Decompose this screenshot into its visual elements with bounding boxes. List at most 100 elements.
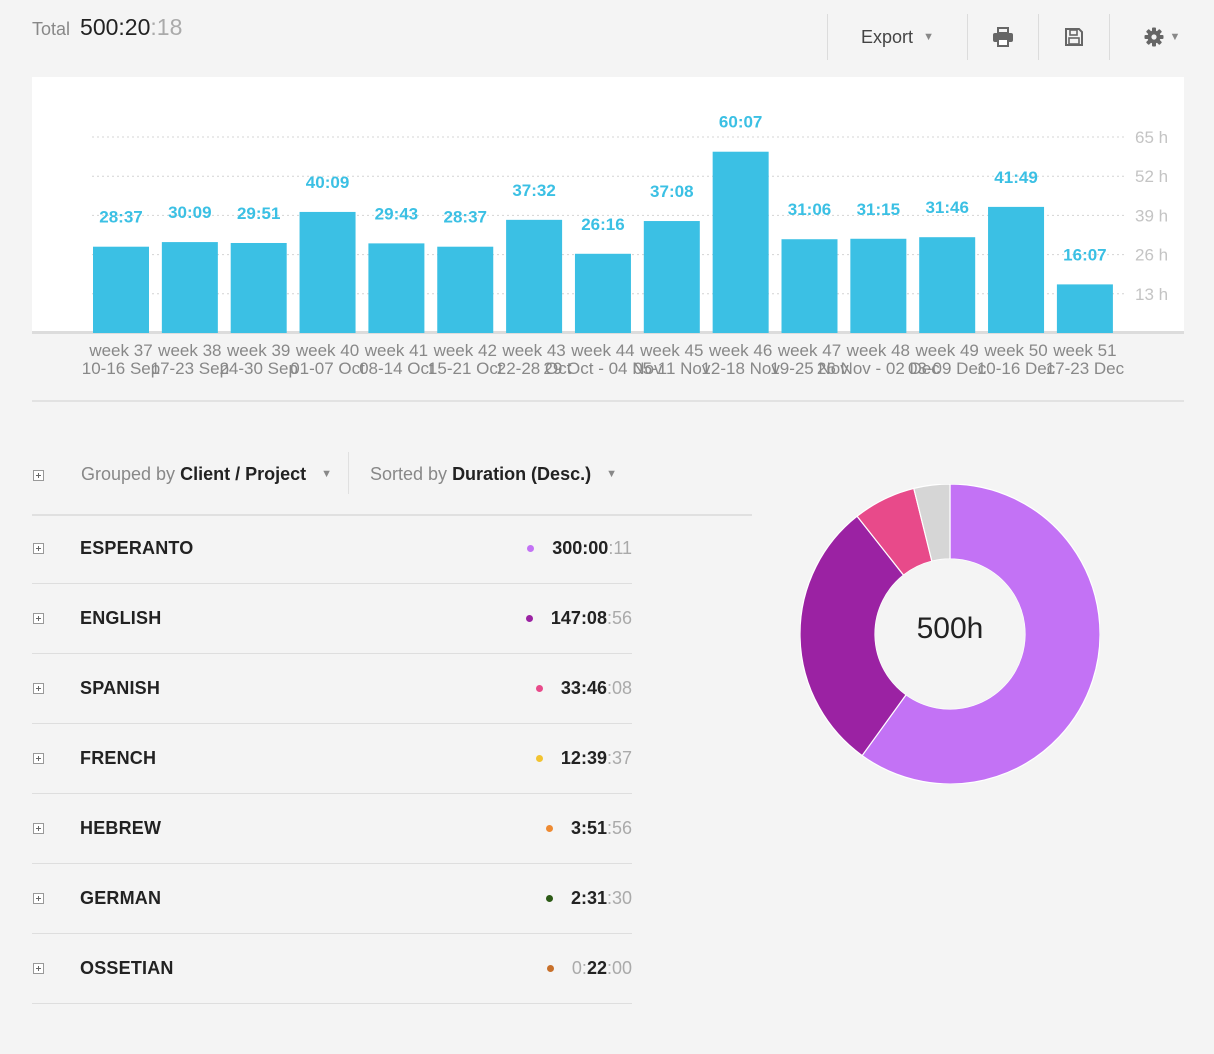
x-tick-sublabel: 08-14 Oct bbox=[359, 359, 434, 378]
toolbar-divider bbox=[967, 14, 968, 60]
bar[interactable] bbox=[299, 211, 356, 333]
duration-main: 300:00 bbox=[552, 538, 609, 558]
x-tick-sublabel: 24-30 Sep bbox=[219, 359, 297, 378]
expand-icon[interactable] bbox=[33, 613, 44, 624]
chevron-down-icon: ▼ bbox=[321, 468, 333, 480]
x-tick-label: week 43 bbox=[501, 341, 565, 360]
x-tick-sublabel: 17-23 Sep bbox=[151, 359, 229, 378]
x-tick-label: week 39 bbox=[226, 341, 290, 360]
x-tick-label: week 41 bbox=[364, 341, 428, 360]
bar[interactable] bbox=[437, 246, 494, 333]
bar[interactable] bbox=[919, 237, 976, 333]
list-item-french[interactable]: FRENCH 12:39:37 bbox=[32, 724, 632, 794]
bar[interactable] bbox=[230, 242, 287, 333]
expand-all-icon[interactable] bbox=[33, 470, 44, 481]
project-color-dot bbox=[535, 755, 543, 762]
donut-center-label: 500h bbox=[916, 612, 984, 645]
duration-seconds: :08 bbox=[606, 678, 632, 698]
project-duration: 2:31:30 bbox=[545, 888, 632, 909]
list-item-german[interactable]: GERMAN 2:31:30 bbox=[32, 864, 632, 934]
bar-value-label: 28:37 bbox=[99, 208, 142, 227]
expand-icon[interactable] bbox=[33, 683, 44, 694]
bar[interactable] bbox=[988, 206, 1045, 333]
y-tick-label: 26 h bbox=[1135, 246, 1168, 265]
print-icon bbox=[993, 27, 1013, 47]
bar[interactable] bbox=[781, 239, 838, 333]
group-by-prefix: Grouped by bbox=[81, 464, 176, 484]
x-tick-sublabel: 15-21 Oct bbox=[428, 359, 503, 378]
bar[interactable] bbox=[506, 219, 563, 333]
x-tick-label: week 38 bbox=[157, 341, 221, 360]
expand-icon[interactable] bbox=[33, 823, 44, 834]
save-button[interactable] bbox=[1039, 14, 1109, 60]
x-tick-label: week 48 bbox=[846, 341, 910, 360]
x-tick-label: week 50 bbox=[983, 341, 1047, 360]
donut-hole bbox=[875, 559, 1025, 709]
expand-icon[interactable] bbox=[33, 543, 44, 554]
bar[interactable] bbox=[643, 221, 700, 333]
export-button[interactable]: Export ▼ bbox=[828, 14, 967, 60]
group-by-value: Client / Project bbox=[180, 464, 307, 484]
bar-value-label: 31:06 bbox=[788, 200, 831, 219]
bar-value-label: 30:09 bbox=[168, 203, 211, 222]
bar[interactable] bbox=[850, 238, 907, 333]
x-tick-label: week 49 bbox=[915, 341, 979, 360]
export-label: Export bbox=[861, 26, 914, 47]
group-by-dropdown[interactable]: Grouped by Client / Project ▼ bbox=[81, 464, 332, 485]
list-item-english[interactable]: ENGLISH 147:08:56 bbox=[32, 584, 632, 654]
project-name: HEBREW bbox=[80, 818, 162, 838]
total-duration: 500:20 bbox=[80, 14, 151, 40]
bar-value-label: 60:07 bbox=[719, 113, 762, 132]
project-name: ESPERANTO bbox=[80, 538, 194, 558]
x-tick-label: week 45 bbox=[639, 341, 703, 360]
bar[interactable] bbox=[93, 246, 149, 333]
toolbar-divider bbox=[827, 14, 828, 60]
settings-button[interactable]: ▼ bbox=[1110, 14, 1214, 60]
gear-icon bbox=[1144, 27, 1164, 47]
donut-slice-esperanto[interactable] bbox=[861, 484, 1100, 784]
x-tick-sublabel: 22-28 Oct bbox=[497, 359, 572, 378]
bar-value-label: 16:07 bbox=[1063, 245, 1106, 264]
y-tick-label: 13 h bbox=[1135, 285, 1168, 304]
sort-by-dropdown[interactable]: Sorted by Duration (Desc.) ▼ bbox=[370, 464, 617, 485]
toolbar-divider bbox=[1109, 14, 1110, 60]
bar[interactable] bbox=[712, 151, 769, 333]
x-tick-label: week 37 bbox=[88, 341, 152, 360]
x-tick-label: week 51 bbox=[1052, 341, 1116, 360]
project-color-dot bbox=[545, 825, 553, 832]
x-tick-sublabel: 10-16 Sep bbox=[82, 359, 160, 378]
project-color-dot bbox=[525, 615, 533, 622]
bar-value-label: 26:16 bbox=[581, 215, 624, 234]
list-item-esperanto[interactable]: ESPERANTO 300:00:11 bbox=[32, 514, 632, 584]
project-list: ESPERANTO 300:00:11 ENGLISH 147:08:56 SP… bbox=[32, 514, 632, 1004]
bar[interactable] bbox=[1056, 284, 1113, 333]
expand-icon[interactable] bbox=[33, 893, 44, 904]
list-item-hebrew[interactable]: HEBREW 3:51:56 bbox=[32, 794, 632, 864]
expand-icon[interactable] bbox=[33, 963, 44, 974]
bar-value-label: 37:08 bbox=[650, 182, 693, 201]
bar-value-label: 29:51 bbox=[237, 204, 280, 223]
duration-main: 2:31 bbox=[570, 888, 607, 908]
bar[interactable] bbox=[161, 242, 218, 333]
project-duration: 33:46:08 bbox=[535, 678, 632, 699]
y-tick-label: 39 h bbox=[1135, 206, 1168, 225]
project-name: OSSETIAN bbox=[80, 958, 174, 978]
bar[interactable] bbox=[368, 243, 425, 333]
list-item-spanish[interactable]: SPANISH 33:46:08 bbox=[32, 654, 632, 724]
bar-value-label: 40:09 bbox=[306, 173, 349, 192]
duration-seconds: :00 bbox=[606, 958, 632, 978]
list-item-ossetian[interactable]: OSSETIAN 0: 22:00 bbox=[32, 934, 632, 1004]
bar[interactable] bbox=[574, 253, 631, 333]
x-tick-label: week 44 bbox=[570, 341, 634, 360]
expand-icon[interactable] bbox=[33, 753, 44, 764]
controls-divider bbox=[348, 452, 349, 494]
x-tick-sublabel: 29 Oct - 04 Nov bbox=[543, 359, 663, 378]
y-tick-label: 52 h bbox=[1135, 167, 1168, 186]
chevron-down-icon: ▼ bbox=[606, 468, 617, 480]
print-button[interactable] bbox=[968, 14, 1038, 60]
duration-main: 147:08 bbox=[550, 608, 607, 628]
bar-value-label: 31:46 bbox=[925, 198, 968, 217]
project-donut-chart bbox=[800, 484, 1100, 784]
x-tick-sublabel: 12-18 Nov bbox=[701, 359, 780, 378]
